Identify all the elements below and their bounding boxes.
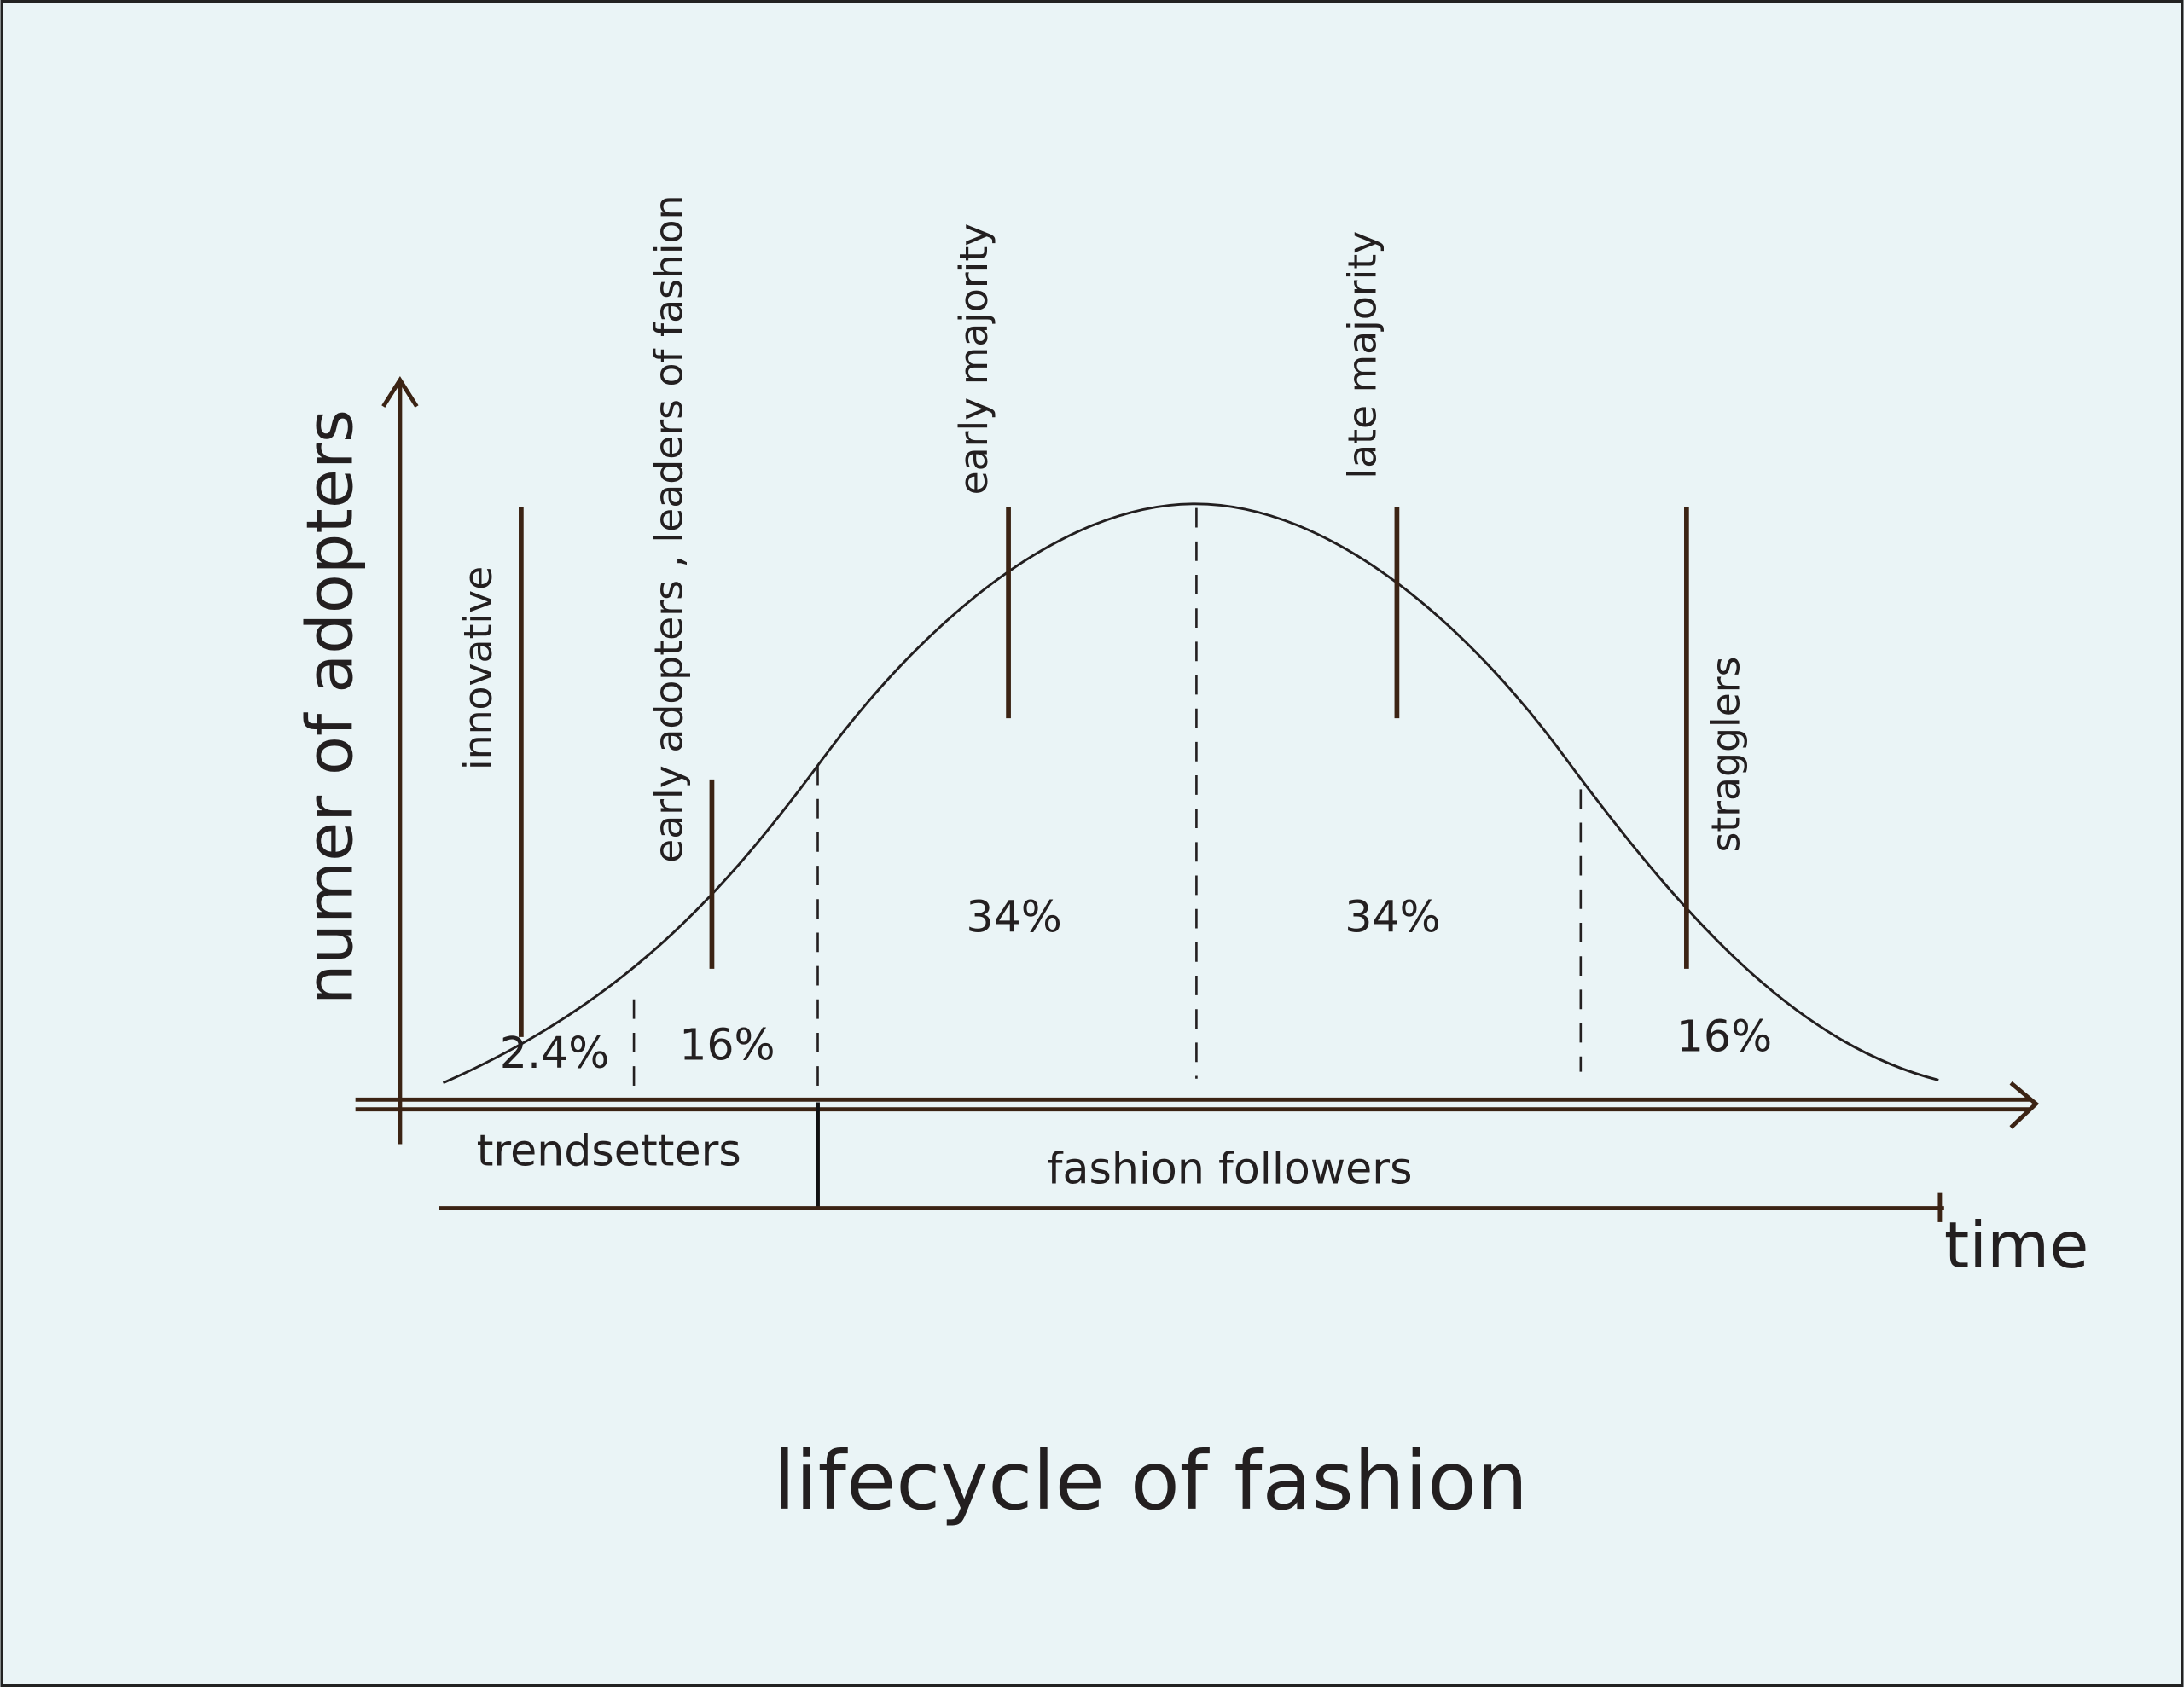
x-axis-arrow (2009, 1081, 2040, 1129)
segment-share: 2.4% (500, 1028, 610, 1078)
segment-share: 16% (1676, 1012, 1772, 1062)
segment-label: innovative (456, 566, 501, 770)
y-axis-arrow (381, 375, 419, 408)
y-axis-label: numer of adopters (293, 409, 368, 1005)
title: lifecycle of fashion (773, 1435, 1528, 1528)
segment-share: 34% (1345, 891, 1440, 942)
group-label: trendsetters (477, 1125, 741, 1175)
x-axis-label: time (1944, 1208, 2089, 1283)
segment-label: early adopters , leaders of fashion (647, 195, 692, 863)
segment-label: stragglers (1703, 657, 1748, 853)
segment-label: early majority (951, 223, 996, 496)
bell-curve (442, 502, 1939, 1085)
segment-label: late majority (1339, 231, 1385, 479)
segment-share: 16% (679, 1019, 775, 1070)
segment-share: 34% (966, 891, 1061, 942)
group-label: fashion followers (1048, 1144, 1413, 1194)
